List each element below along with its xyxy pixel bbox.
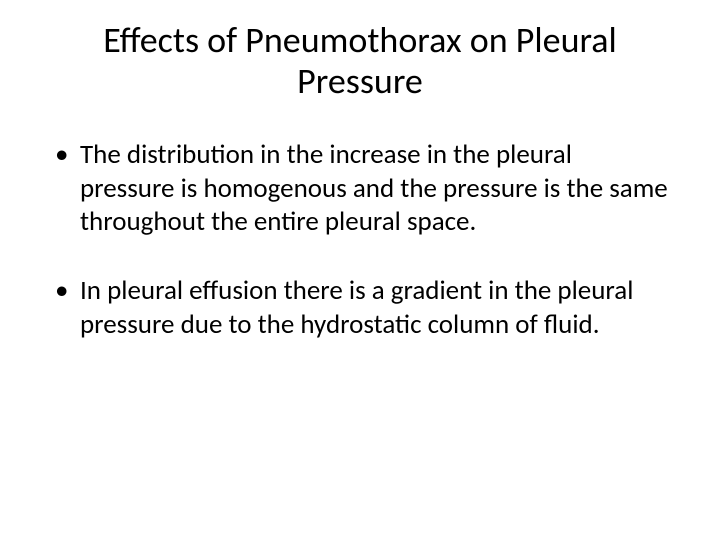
slide-title: Effects of Pneumothorax on Pleural Press… (50, 20, 670, 103)
bullet-item: The distribution in the increase in the … (50, 138, 670, 239)
bullet-list: The distribution in the increase in the … (50, 138, 670, 342)
bullet-item: In pleural effusion there is a gradient … (50, 274, 670, 342)
